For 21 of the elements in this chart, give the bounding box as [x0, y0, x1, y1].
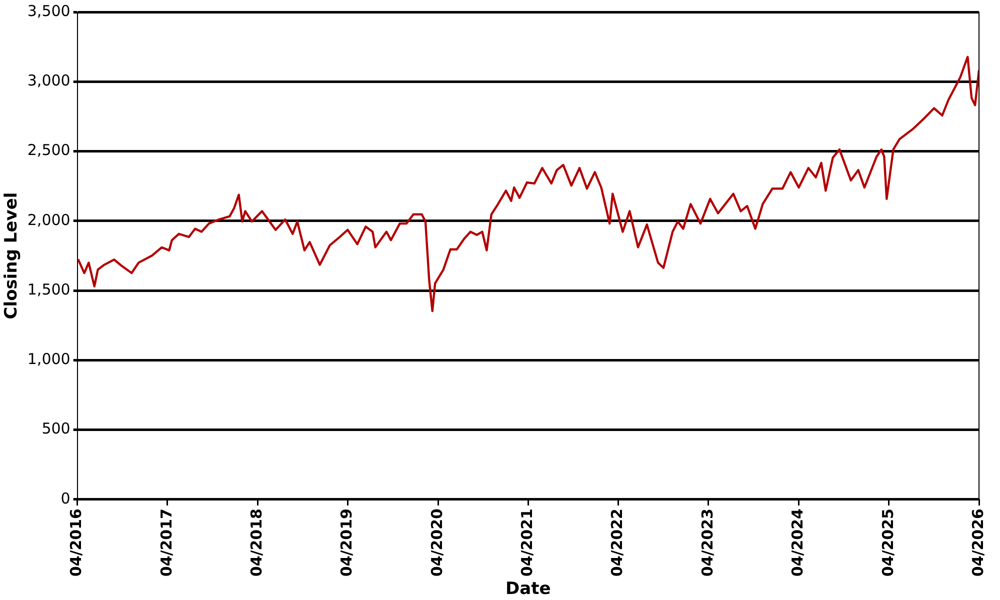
- x-tick-label: 04/2016: [67, 508, 86, 577]
- y-tick-label: 1,500: [27, 280, 70, 298]
- x-tick-label: 04/2022: [608, 508, 626, 577]
- x-tick-label: 04/2017: [157, 508, 176, 577]
- y-axis-title: Closing Level: [2, 192, 22, 320]
- y-tick-label: 3,000: [27, 72, 70, 90]
- x-axis-title: Date: [506, 579, 551, 600]
- x-tick-label: 04/2018: [247, 508, 266, 577]
- x-tick-label: 04/2019: [338, 508, 356, 577]
- x-tick-label: 04/2024: [788, 508, 807, 577]
- y-tick-label: 3,500: [27, 2, 70, 20]
- x-tick-label: 04/2025: [878, 508, 897, 577]
- y-tick-label: 500: [42, 420, 70, 438]
- x-tick-label: 04/2020: [428, 508, 446, 577]
- y-tick-label: 1,000: [27, 350, 70, 368]
- y-tick-label: 2,000: [27, 210, 70, 229]
- x-tick-label: 04/2023: [698, 508, 716, 577]
- y-tick-label: 2,500: [27, 141, 70, 160]
- y-tick-label: 0: [60, 489, 70, 508]
- x-tick-label: 04/2021: [518, 508, 536, 577]
- x-tick-label: 04/2026: [968, 508, 987, 577]
